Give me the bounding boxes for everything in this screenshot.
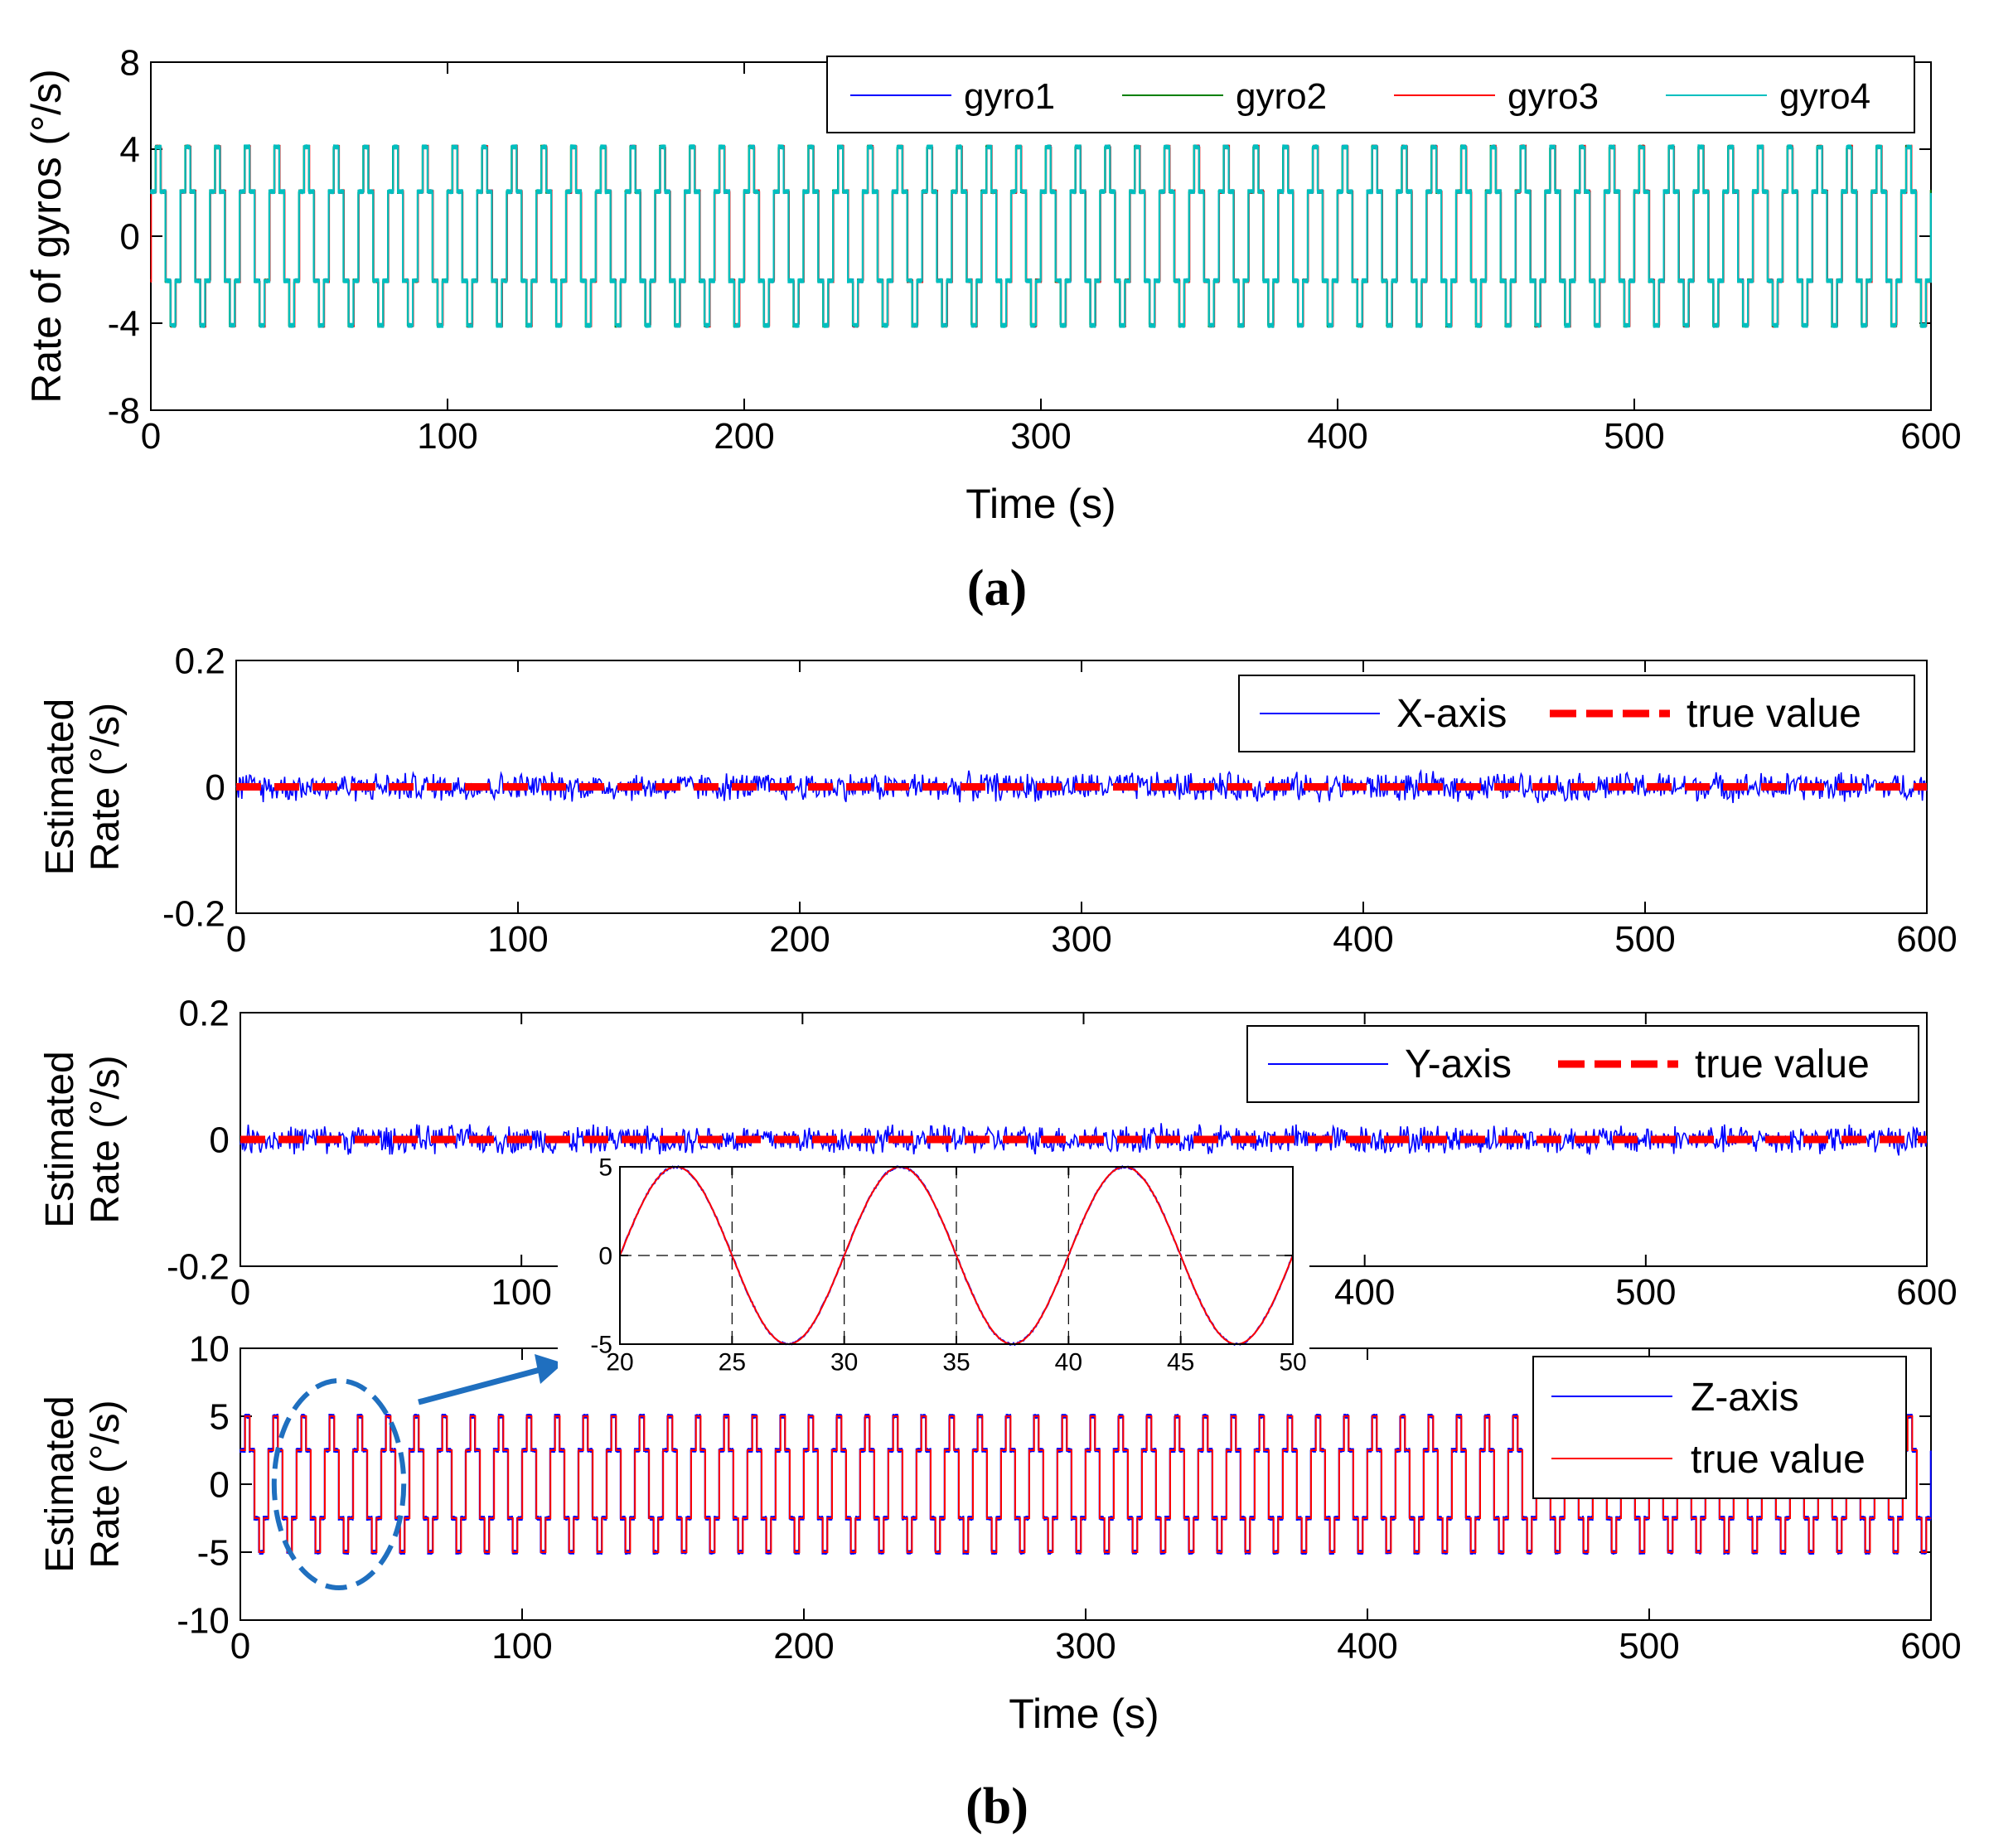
a-y-axis-label: Rate of gyros (°/s) bbox=[23, 69, 70, 403]
b-x-x-tick-label: 300 bbox=[1051, 919, 1111, 960]
inset-x-tick-label: 30 bbox=[830, 1349, 858, 1376]
zoom-callout-arrow-head bbox=[535, 1354, 564, 1384]
b-z-y-axis-label-line1: Estimated bbox=[38, 1396, 82, 1572]
a-legend: gyro1 gyro2 gyro3 gyro4 bbox=[826, 56, 1915, 133]
b-x-x-tick-label: 0 bbox=[226, 919, 246, 960]
b-z-legend-label-1: true value bbox=[1691, 1438, 1866, 1482]
b-y-x-tick-label: 600 bbox=[1896, 1272, 1957, 1313]
b-z-x-tick-label: 200 bbox=[773, 1626, 834, 1667]
b-z-legend: Z-axis true value bbox=[1532, 1356, 1907, 1499]
a-x-tick-label: 400 bbox=[1307, 416, 1367, 457]
a-y-tick-label: -4 bbox=[108, 303, 140, 344]
inset-x-tick-label: 45 bbox=[1167, 1349, 1194, 1376]
b-x-legend-label-estimate: X-axis bbox=[1396, 692, 1507, 736]
a-legend-label-gyro4: gyro4 bbox=[1779, 76, 1870, 117]
inset-y-tick-label: -5 bbox=[590, 1332, 612, 1359]
b-z-x-axis-label: Time (s) bbox=[1009, 1691, 1159, 1737]
a-y-tick-label: 8 bbox=[119, 42, 139, 83]
inset-x-tick-label: 35 bbox=[942, 1349, 970, 1376]
b-y-legend: Y-axis true value bbox=[1246, 1025, 1919, 1103]
b-z-y-tick-label: 5 bbox=[209, 1396, 229, 1437]
a-x-tick-label: 600 bbox=[1900, 416, 1961, 457]
a-x-axis-label: Time (s) bbox=[965, 481, 1115, 527]
b-y-x-tick-label: 100 bbox=[491, 1272, 551, 1313]
a-y-tick-label: 0 bbox=[119, 216, 139, 257]
a-y-tick-label: -8 bbox=[108, 390, 140, 431]
b-z-legend-label-0: Z-axis bbox=[1691, 1376, 1799, 1420]
inset-background bbox=[558, 1154, 1309, 1394]
b-y-y-tick-label: 0.2 bbox=[179, 993, 230, 1033]
inset-y-tick-label: 0 bbox=[598, 1243, 612, 1270]
b-y-x-tick-label: 500 bbox=[1615, 1272, 1676, 1313]
b-y-legend-label-true-value: true value bbox=[1695, 1043, 1870, 1086]
b-z-y-tick-label: 0 bbox=[209, 1464, 229, 1505]
b-x-x-tick-label: 200 bbox=[769, 919, 830, 960]
a-x-tick-label: 0 bbox=[141, 416, 161, 457]
b-y-y-axis-label-line2: Rate (°/s) bbox=[84, 1055, 128, 1223]
b-z-x-tick-label: 500 bbox=[1619, 1626, 1679, 1667]
b-z-x-tick-label: 0 bbox=[230, 1626, 250, 1667]
b-y-series-estimate bbox=[240, 1123, 1928, 1156]
b-z-legend-box bbox=[1532, 1356, 1907, 1499]
b-y-y-axis-label-line1: Estimated bbox=[38, 1051, 82, 1227]
b-z-y-tick-label: -10 bbox=[177, 1600, 230, 1641]
b-y-legend-label-estimate: Y-axis bbox=[1405, 1043, 1512, 1086]
b-x-legend-label-true-value: true value bbox=[1687, 692, 1861, 736]
b-z-y-axis-label-line2: Rate (°/s) bbox=[84, 1400, 128, 1568]
panel-label-a: (a) bbox=[967, 560, 1027, 617]
a-x-tick-label: 500 bbox=[1604, 416, 1664, 457]
b-y-y-tick-label: 0 bbox=[209, 1120, 229, 1160]
b-x-x-tick-label: 600 bbox=[1896, 919, 1957, 960]
b-x-x-tick-label: 500 bbox=[1614, 919, 1675, 960]
b-z-x-tick-label: 600 bbox=[1900, 1626, 1961, 1667]
b-x-y-tick-label: -0.2 bbox=[162, 893, 225, 934]
zoom-callout-arrow-shaft bbox=[418, 1366, 544, 1405]
a-legend-label-gyro2: gyro2 bbox=[1236, 76, 1327, 117]
inset-y-tick-label: 5 bbox=[598, 1154, 612, 1182]
b-z-y-tick-label: -5 bbox=[197, 1532, 230, 1573]
b-x-y-axis-label-line2: Rate (°/s) bbox=[84, 703, 128, 871]
panel-label-b: (b) bbox=[965, 1778, 1028, 1835]
inset-x-tick-label: 40 bbox=[1055, 1349, 1082, 1376]
b-x-legend: X-axis true value bbox=[1238, 675, 1915, 752]
b-y-y-tick-label: -0.2 bbox=[167, 1246, 230, 1287]
a-y-tick-label: 4 bbox=[119, 129, 139, 170]
b-x-x-tick-label: 400 bbox=[1333, 919, 1393, 960]
b-y-x-tick-label: 0 bbox=[230, 1272, 250, 1313]
a-legend-label-gyro1: gyro1 bbox=[964, 76, 1055, 117]
inset-x-tick-label: 25 bbox=[719, 1349, 746, 1376]
b-x-y-tick-label: 0.2 bbox=[175, 641, 225, 681]
inset-series-true-value bbox=[619, 1165, 1294, 1346]
zoom-callout-ellipse bbox=[271, 1378, 407, 1590]
b-z-x-tick-label: 400 bbox=[1337, 1626, 1397, 1667]
b-z-y-tick-label: 10 bbox=[189, 1328, 230, 1369]
inset-x-tick-label: 20 bbox=[606, 1349, 633, 1376]
b-x-x-tick-label: 100 bbox=[487, 919, 548, 960]
a-series-gyro4 bbox=[150, 144, 1932, 328]
b-x-y-axis-label-line1: Estimated bbox=[38, 699, 82, 875]
a-legend-label-gyro3: gyro3 bbox=[1507, 76, 1599, 117]
a-x-tick-label: 300 bbox=[1010, 416, 1071, 457]
a-x-tick-label: 100 bbox=[417, 416, 477, 457]
a-x-tick-label: 200 bbox=[714, 416, 774, 457]
b-z-series-true-value bbox=[240, 1415, 1931, 1553]
b-z-x-tick-label: 100 bbox=[491, 1626, 552, 1667]
inset-x-tick-label: 50 bbox=[1279, 1349, 1306, 1376]
b-x-y-tick-label: 0 bbox=[205, 767, 225, 808]
b-z-x-tick-label: 300 bbox=[1055, 1626, 1115, 1667]
b-y-x-tick-label: 400 bbox=[1334, 1272, 1395, 1313]
